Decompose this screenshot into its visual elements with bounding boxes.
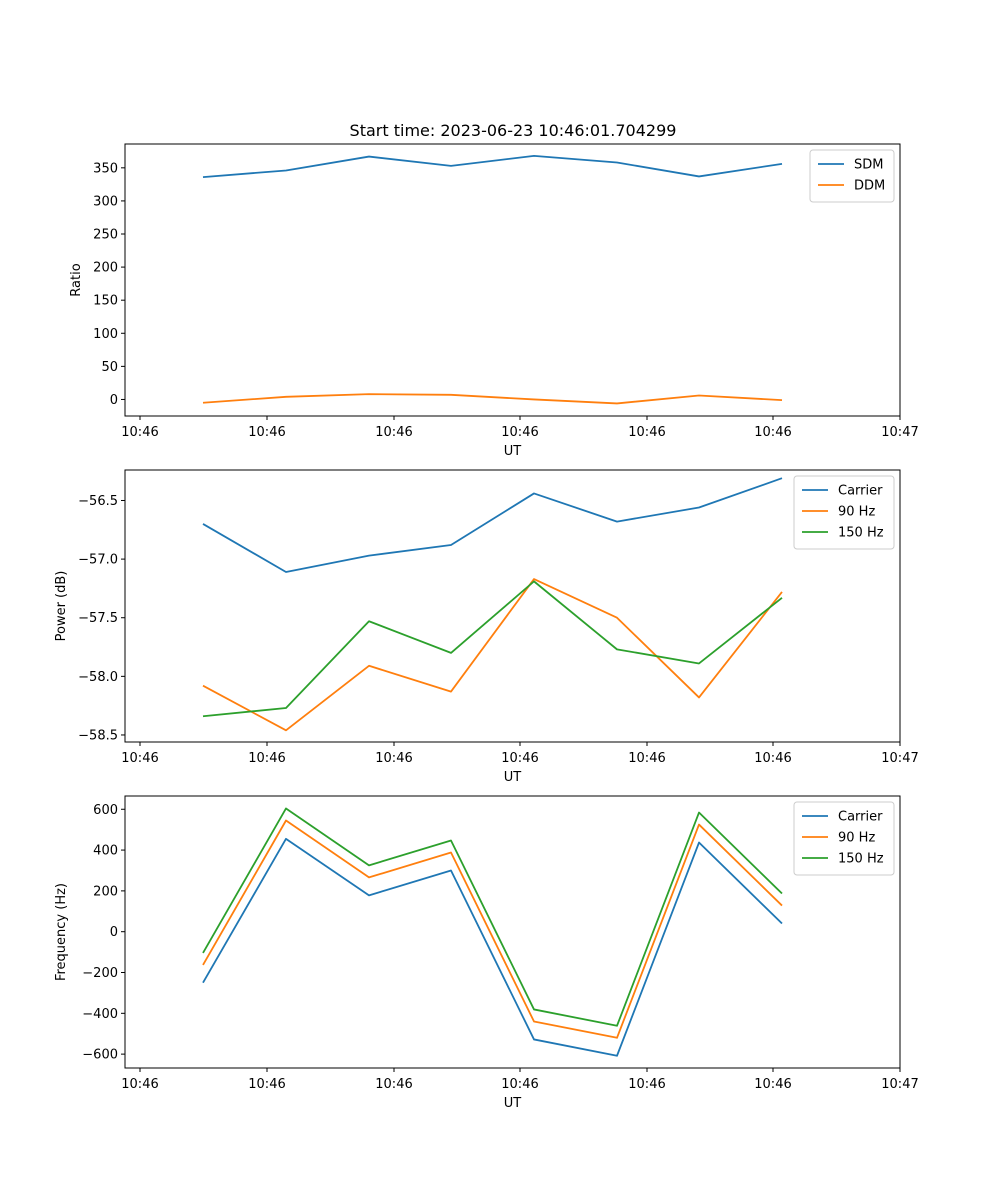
legend-label: SDM xyxy=(854,158,883,173)
chart-panel-1: 0 50 100 150 200 250 300 350 10:46 10:46 10:46 10:4… xyxy=(69,143,919,459)
x-tick-label: 10:46 xyxy=(501,425,538,440)
x-tick-label: 10:46 xyxy=(754,751,791,766)
x-tick-label: 10:46 xyxy=(754,1077,791,1092)
y-tick-label: 200 xyxy=(93,261,118,276)
legend-label: Carrier xyxy=(838,810,883,825)
x-tick-label: 10:46 xyxy=(375,751,412,766)
x-axis-label: UT xyxy=(504,770,522,785)
plot-frame xyxy=(124,469,901,743)
y-tick-label: −56.5 xyxy=(78,494,118,509)
figure-title: Start time: 2023-06-23 10:46:01.704299 xyxy=(350,121,677,140)
x-axis-label: UT xyxy=(504,1096,522,1111)
y-tick-label: 400 xyxy=(93,844,118,859)
legend: SDM DDM xyxy=(809,149,895,203)
x-tick-label: 10:46 xyxy=(375,1077,412,1092)
y-tick-label: 200 xyxy=(93,884,118,899)
legend-box xyxy=(809,149,895,203)
x-tick-label: 10:47 xyxy=(881,425,918,440)
y-tick-label: 300 xyxy=(93,194,118,209)
plot-frame xyxy=(124,143,901,417)
chart-panel-2: −58.5 −58.0 −57.5 −57.0 −56.5 10:46 10:46 10:46… xyxy=(54,469,919,785)
y-tick-label: −400 xyxy=(82,1007,118,1022)
x-tick-label: 10:46 xyxy=(121,425,158,440)
x-tick-label: 10:46 xyxy=(501,1077,538,1092)
legend-label: Carrier xyxy=(838,484,883,499)
y-tick-label: 350 xyxy=(93,161,118,176)
chart-panels: 0 50 100 150 200 250 300 350 10:46 10:46 10:46 10:4… xyxy=(54,143,919,1111)
x-tick-label: 10:46 xyxy=(248,425,285,440)
y-tick-label: 50 xyxy=(101,360,118,375)
x-tick-label: 10:47 xyxy=(881,751,918,766)
x-axis-label: UT xyxy=(504,444,522,459)
x-tick-label: 10:46 xyxy=(628,1077,665,1092)
legend-box xyxy=(793,475,895,550)
x-tick-label: 10:47 xyxy=(881,1077,918,1092)
x-tick-label: 10:46 xyxy=(248,1077,285,1092)
y-axis-label: Power (dB) xyxy=(54,571,69,642)
x-tick-label: 10:46 xyxy=(375,425,412,440)
y-tick-label: 150 xyxy=(93,294,118,309)
legend-label: 90 Hz xyxy=(838,505,875,520)
x-tick-label: 10:46 xyxy=(501,751,538,766)
y-axis-label: Ratio xyxy=(69,263,84,296)
x-tick-label: 10:46 xyxy=(628,751,665,766)
x-tick-label: 10:46 xyxy=(121,751,158,766)
y-tick-label: 600 xyxy=(93,803,118,818)
legend-label: 150 Hz xyxy=(838,852,884,867)
legend: Carrier 90 Hz 150 Hz xyxy=(793,475,895,550)
y-tick-label: −200 xyxy=(82,966,118,981)
y-tick-label: 250 xyxy=(93,228,118,243)
y-tick-label: 100 xyxy=(93,327,118,342)
chart-panel-3: −600 −400 −200 0 200 400 600 10:46 10:46 10:46 10:… xyxy=(54,795,919,1111)
x-tick-label: 10:46 xyxy=(121,1077,158,1092)
y-tick-label: −58.0 xyxy=(78,670,118,685)
series-line-90-hz xyxy=(202,578,783,732)
legend-box xyxy=(793,801,895,876)
x-tick-label: 10:46 xyxy=(248,751,285,766)
legend: Carrier 90 Hz 150 Hz xyxy=(793,801,895,876)
series-line-carrier xyxy=(202,477,783,573)
series-line-150-hz xyxy=(202,807,783,1027)
series-line-sdm xyxy=(202,155,783,178)
legend-label: 150 Hz xyxy=(838,526,884,541)
y-tick-label: −57.5 xyxy=(78,611,118,626)
y-tick-label: −57.0 xyxy=(78,553,118,568)
series-line-90-hz xyxy=(202,819,783,1039)
y-tick-label: 0 xyxy=(110,925,118,940)
x-tick-label: 10:46 xyxy=(754,425,791,440)
series-line-150-hz xyxy=(202,580,783,718)
legend-label: 90 Hz xyxy=(838,831,875,846)
y-tick-label: −58.5 xyxy=(78,728,118,743)
y-axis-label: Frequency (Hz) xyxy=(54,883,69,981)
y-tick-label: 0 xyxy=(110,393,118,408)
series-line-ddm xyxy=(202,393,783,405)
x-tick-label: 10:46 xyxy=(628,425,665,440)
series-line-carrier xyxy=(202,837,783,1057)
legend-label: DDM xyxy=(854,179,885,194)
y-tick-label: −600 xyxy=(82,1048,118,1063)
